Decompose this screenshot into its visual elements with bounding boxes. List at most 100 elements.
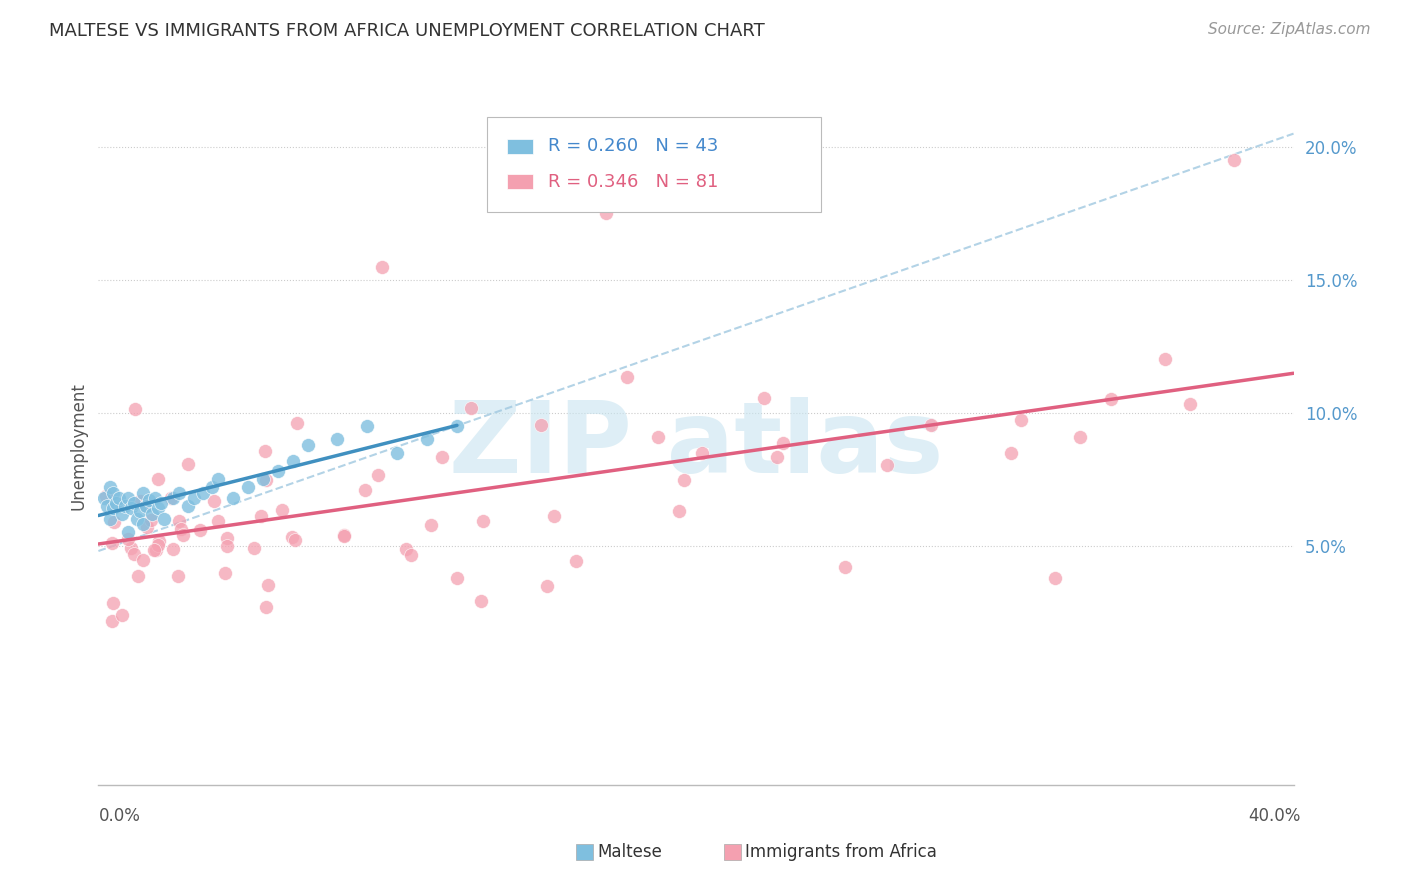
Point — [297, 438, 319, 452]
Point — [281, 453, 304, 467]
Point — [419, 518, 441, 533]
Point — [217, 539, 239, 553]
Point — [101, 614, 124, 628]
Point — [170, 522, 193, 536]
Point — [326, 433, 349, 447]
Point — [766, 450, 789, 464]
Point — [148, 501, 170, 516]
Point — [236, 480, 259, 494]
Point — [207, 514, 229, 528]
Point — [207, 472, 229, 486]
Point — [565, 554, 588, 568]
Point — [332, 528, 354, 542]
Point — [143, 491, 166, 505]
Point — [416, 433, 439, 447]
Point — [117, 532, 139, 546]
Point — [132, 517, 155, 532]
Point — [167, 569, 190, 583]
Point — [202, 494, 225, 508]
Point — [98, 480, 122, 494]
Y-axis label: Unemployment: Unemployment — [69, 382, 87, 510]
Point — [114, 499, 136, 513]
Text: Source: ZipAtlas.com: Source: ZipAtlas.com — [1208, 22, 1371, 37]
Point — [120, 541, 142, 556]
Point — [217, 531, 239, 545]
Point — [183, 491, 205, 505]
Point — [172, 528, 194, 542]
Point — [834, 560, 856, 574]
Point — [124, 547, 146, 561]
Point — [135, 519, 157, 533]
Point — [256, 474, 278, 488]
Point — [177, 457, 200, 471]
Point — [103, 501, 125, 516]
Point — [111, 608, 134, 623]
Point — [253, 444, 276, 458]
Point — [470, 594, 492, 608]
Point — [242, 541, 264, 555]
Point — [117, 525, 139, 540]
Point — [222, 491, 245, 505]
Point — [616, 369, 638, 384]
Point — [356, 419, 378, 434]
Point — [1180, 396, 1202, 410]
Point — [101, 535, 124, 549]
Point — [876, 458, 898, 473]
Point — [103, 516, 125, 530]
Point — [371, 260, 394, 274]
Point — [395, 542, 418, 557]
Text: 0.0%: 0.0% — [98, 807, 141, 825]
Point — [188, 523, 211, 537]
Point — [127, 512, 149, 526]
Text: MALTESE VS IMMIGRANTS FROM AFRICA UNEMPLOYMENT CORRELATION CHART: MALTESE VS IMMIGRANTS FROM AFRICA UNEMPL… — [49, 22, 765, 40]
Point — [96, 499, 118, 513]
Point — [920, 417, 942, 432]
Point — [94, 489, 117, 503]
Point — [257, 578, 280, 592]
Point — [98, 512, 122, 526]
Point — [153, 512, 176, 526]
Point — [135, 500, 157, 514]
Text: ZIP atlas: ZIP atlas — [449, 398, 943, 494]
Point — [1043, 571, 1066, 585]
Point — [167, 485, 190, 500]
Point — [333, 529, 356, 543]
Point — [367, 468, 389, 483]
Point — [752, 391, 775, 405]
Point — [250, 509, 273, 524]
Point — [148, 472, 170, 486]
Point — [287, 416, 309, 430]
Point — [162, 491, 184, 505]
Point — [281, 529, 304, 543]
Point — [201, 480, 224, 494]
Bar — [508, 139, 533, 153]
Point — [543, 508, 565, 523]
Point — [148, 538, 170, 552]
Point — [103, 596, 125, 610]
Point — [141, 513, 163, 527]
Text: Maltese: Maltese — [598, 843, 662, 861]
Point — [530, 417, 553, 432]
Point — [93, 491, 115, 505]
Text: Immigrants from Africa: Immigrants from Africa — [745, 843, 936, 861]
Point — [1154, 351, 1177, 366]
Text: 40.0%: 40.0% — [1249, 807, 1301, 825]
Point — [148, 533, 170, 548]
Point — [595, 206, 617, 220]
Point — [471, 514, 494, 528]
Point — [138, 493, 160, 508]
Point — [145, 542, 167, 557]
Text: R = 0.346   N = 81: R = 0.346 N = 81 — [548, 173, 718, 191]
Point — [103, 485, 125, 500]
Point — [1099, 392, 1122, 406]
Point — [267, 464, 290, 478]
Point — [668, 504, 690, 518]
Point — [430, 450, 453, 465]
Point — [399, 548, 422, 562]
Point — [177, 499, 200, 513]
Point — [129, 504, 152, 518]
Point — [354, 483, 377, 498]
Point — [167, 514, 190, 528]
FancyBboxPatch shape — [486, 117, 821, 212]
Point — [117, 491, 139, 505]
